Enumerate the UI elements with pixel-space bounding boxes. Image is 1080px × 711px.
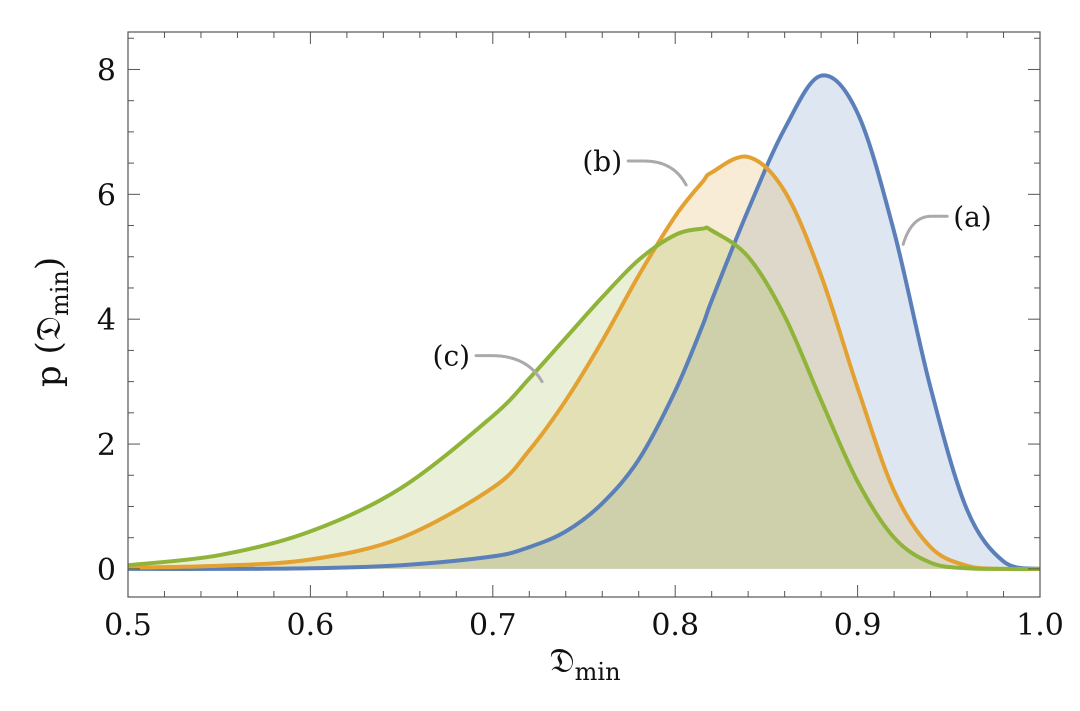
series-line-b [127, 154, 1041, 572]
x-tick-label: 1.0 [1016, 608, 1064, 643]
x-tick-label: 0.7 [469, 608, 517, 643]
y-axis-title: p (𝔇min) [29, 257, 74, 387]
x-axis-title-main: 𝔇 [549, 641, 574, 681]
series-callouts: (a) (b) (c) [433, 145, 992, 384]
series-fill-a [128, 75, 1040, 569]
series-line-c [127, 225, 1041, 571]
y-tick-label: 6 [97, 178, 116, 213]
x-tick-label: 0.9 [834, 608, 882, 643]
callout-leader-a [901, 214, 949, 246]
series-fill-b [128, 156, 1040, 570]
series-fills [128, 75, 1040, 570]
y-axis-title-main: 𝔇 [29, 316, 69, 341]
series-line-a [127, 73, 1041, 571]
y-tick-label: 0 [97, 553, 116, 588]
series-fill-c [128, 227, 1040, 569]
y-tick-label: 4 [97, 303, 116, 338]
y-axis-title-prefix: p ( [29, 341, 69, 387]
x-axis-title: 𝔇min [549, 641, 620, 686]
axis-ticks: 0.5 0.6 0.7 0.8 0.9 1.0 0 2 4 6 8 [97, 32, 1064, 643]
y-axis-title-sub: min [46, 270, 74, 316]
callout-label-b: (b) [582, 145, 622, 178]
callout-label-c: (c) [433, 340, 471, 373]
x-axis-title-sub: min [575, 658, 621, 686]
y-axis-title-suffix: ) [29, 257, 69, 270]
x-tick-label: 0.5 [104, 608, 152, 643]
series-lines [127, 73, 1041, 572]
y-tick-label: 2 [97, 428, 116, 463]
y-tick-label: 8 [97, 53, 116, 88]
callout-label-a: (a) [953, 200, 992, 233]
plot-frame [127, 31, 1041, 598]
x-tick-label: 0.6 [287, 608, 335, 643]
callout-leader-c [474, 354, 544, 384]
x-tick-label: 0.8 [651, 608, 699, 643]
callout-leader-b [626, 159, 688, 187]
